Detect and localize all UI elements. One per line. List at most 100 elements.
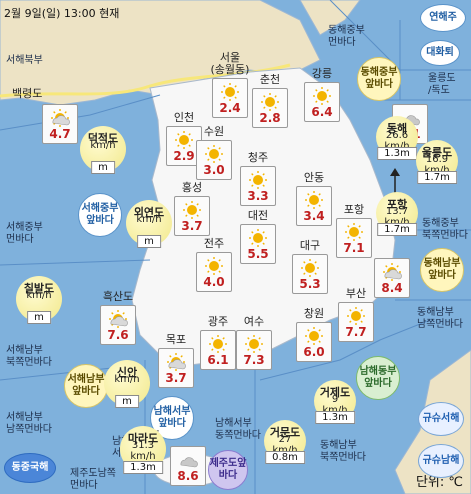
city-temperature: 5.3 <box>299 277 321 291</box>
buoy-wind: 31.3 km/h <box>130 440 156 462</box>
buoy-wind: km/h <box>90 140 116 151</box>
buoy-marado[interactable]: 마라도 31.3 km/h 1.3m <box>120 426 166 474</box>
buoy-chilbaldo[interactable]: 칠발도 km/h m <box>16 276 62 324</box>
buoy-oeyeondo[interactable]: 외연도 km/h m <box>126 200 172 248</box>
sea-label-seo-buk: 서해북부 <box>6 55 43 67</box>
zone-yeonhae[interactable]: 연해주 <box>420 4 466 32</box>
buoy-wave: 1.7m <box>417 171 457 184</box>
city-temperature: 7.6 <box>107 328 129 342</box>
sunny-icon <box>313 87 331 105</box>
sunny-icon <box>249 229 267 247</box>
zone-dong-nam-ap[interactable]: 동해남부앞바다 <box>420 248 464 292</box>
buoy-wind: 26.6 km/h <box>384 130 409 152</box>
city-weather-box-gangneung[interactable]: 6.4 <box>304 82 340 122</box>
russia-landmass <box>299 0 361 36</box>
sea-label-dong-jung-buk: 동해중부 북쪽먼바다 <box>422 218 468 242</box>
zone-donghae-jung-ap[interactable]: 동해중부앞바다 <box>357 57 401 101</box>
zone-label: 남해동부앞바다 <box>359 366 397 389</box>
zone-kyushu-s[interactable]: 규슈남해 <box>418 444 464 478</box>
city-name-gangneung: 강릉 <box>311 67 333 80</box>
sea-label-dong-nam-nam: 동해남부 남쪽먼바다 <box>417 307 463 331</box>
city-weather-box-jeonju[interactable]: 4.0 <box>196 252 232 292</box>
city-weather-box-changwon[interactable]: 6.0 <box>296 322 332 362</box>
city-weather-box-baengnyeong[interactable]: 4.7 <box>42 104 78 144</box>
unit-label: 단위: ℃ <box>415 475 463 490</box>
city-temperature: 2.9 <box>173 149 195 163</box>
buoy-wave: m <box>91 161 115 174</box>
buoy-deokjeokdo[interactable]: 덕적도 km/h m <box>80 126 126 174</box>
city-weather-box-jeju[interactable]: 8.6 <box>170 446 206 486</box>
city-name-mokpo: 목포 <box>165 333 187 346</box>
sea-label-line: 제주도남쪽 <box>70 468 116 479</box>
zone-east-china[interactable]: 동중국해 <box>4 453 56 483</box>
city-weather-box-seoul[interactable]: 2.4 <box>212 78 248 118</box>
sunny-icon <box>183 201 201 219</box>
city-name-seoul: 서울 (송월동) <box>210 51 250 76</box>
buoy-wind: 16.9 km/h <box>424 154 449 176</box>
buoy-name: 신안 <box>116 366 138 379</box>
city-temperature: 8.4 <box>381 281 403 295</box>
zone-label: 제주도앞바다 <box>209 458 247 481</box>
city-weather-box-daejeon[interactable]: 5.5 <box>240 224 276 264</box>
city-weather-box-daegu[interactable]: 5.3 <box>292 254 328 294</box>
zone-label: 서해남부앞바다 <box>67 374 105 397</box>
zone-jeju-ap[interactable]: 제주도앞바다 <box>208 450 248 490</box>
buoy-wind: 27 km/h <box>272 434 297 456</box>
zone-kyushu-w[interactable]: 규슈서해 <box>418 402 464 436</box>
city-weather-box-hongseong[interactable]: 3.7 <box>174 196 210 236</box>
sea-label-line: 북쪽먼바다 <box>422 230 468 241</box>
city-temperature: 7.7 <box>345 325 367 339</box>
sea-label-line: 울릉도 <box>428 73 456 84</box>
zone-daehwa[interactable]: 대화퇴 <box>420 40 460 66</box>
city-weather-box-mokpo[interactable]: 3.7 <box>158 348 194 388</box>
city-name-changwon: 창원 <box>303 307 325 320</box>
city-weather-box-andong[interactable]: 3.4 <box>296 186 332 226</box>
buoy-wind: km/h <box>114 374 140 385</box>
city-weather-box-cheongju[interactable]: 3.3 <box>240 166 276 206</box>
sea-label-seo-nam-nam: 서해남부 남쪽먼바다 <box>6 412 52 436</box>
city-temperature: 7.3 <box>243 353 265 367</box>
zone-seo-jung-ap[interactable]: 서해중부앞바다 <box>78 193 122 237</box>
buoy-sinan[interactable]: 신안 km/h m <box>104 360 150 408</box>
buoy-name: 외연도 <box>133 206 165 219</box>
sea-label-line: 동해남부 <box>417 307 454 318</box>
city-weather-box-yeosu[interactable]: 7.3 <box>236 330 272 370</box>
sea-label-jeju-nam: 제주도남쪽 먼바다 <box>70 468 116 492</box>
buoy-wave: 1.3m <box>315 411 355 424</box>
city-weather-box-heuksando[interactable]: 7.6 <box>100 305 136 345</box>
city-weather-box-ulsan[interactable]: 8.4 <box>374 258 410 298</box>
sunny-icon <box>249 171 267 189</box>
city-weather-box-gwangju[interactable]: 6.1 <box>200 330 236 370</box>
partly-cloudy-icon <box>109 310 128 328</box>
zone-label: 규슈서해 <box>422 413 460 424</box>
city-name-jeonju: 전주 <box>203 237 225 250</box>
sunny-icon <box>205 145 223 163</box>
zone-nam-dong-ap[interactable]: 남해동부앞바다 <box>356 356 400 400</box>
sunny-icon <box>205 257 223 275</box>
cloudy-icon <box>180 457 198 468</box>
city-temperature: 3.4 <box>303 209 325 223</box>
city-weather-box-suwon[interactable]: 3.0 <box>196 140 232 180</box>
sea-label-line: 동해중부 <box>422 218 459 229</box>
zone-seo-nam-ap[interactable]: 서해남부앞바다 <box>64 364 108 408</box>
buoy-wave: m <box>115 395 139 408</box>
city-weather-box-pohang[interactable]: 7.1 <box>336 218 372 258</box>
sunny-icon <box>221 83 239 101</box>
city-temperature: 6.1 <box>207 353 229 367</box>
sunny-icon <box>305 327 323 345</box>
city-name-suwon: 수원 <box>203 125 225 138</box>
city-weather-box-busan[interactable]: 7.7 <box>338 302 374 342</box>
city-weather-box-chuncheon[interactable]: 2.8 <box>252 88 288 128</box>
sea-label-line: 동해남부 <box>320 440 357 451</box>
map-title: 2월 9일(일) 13:00 현재 <box>4 7 120 20</box>
buoy-wind: 13.7 km/h <box>384 206 409 228</box>
sea-label-line: 먼바다 <box>6 234 34 245</box>
city-name-yeosu: 여수 <box>243 315 265 328</box>
buoy-name: 동해 <box>386 122 408 135</box>
